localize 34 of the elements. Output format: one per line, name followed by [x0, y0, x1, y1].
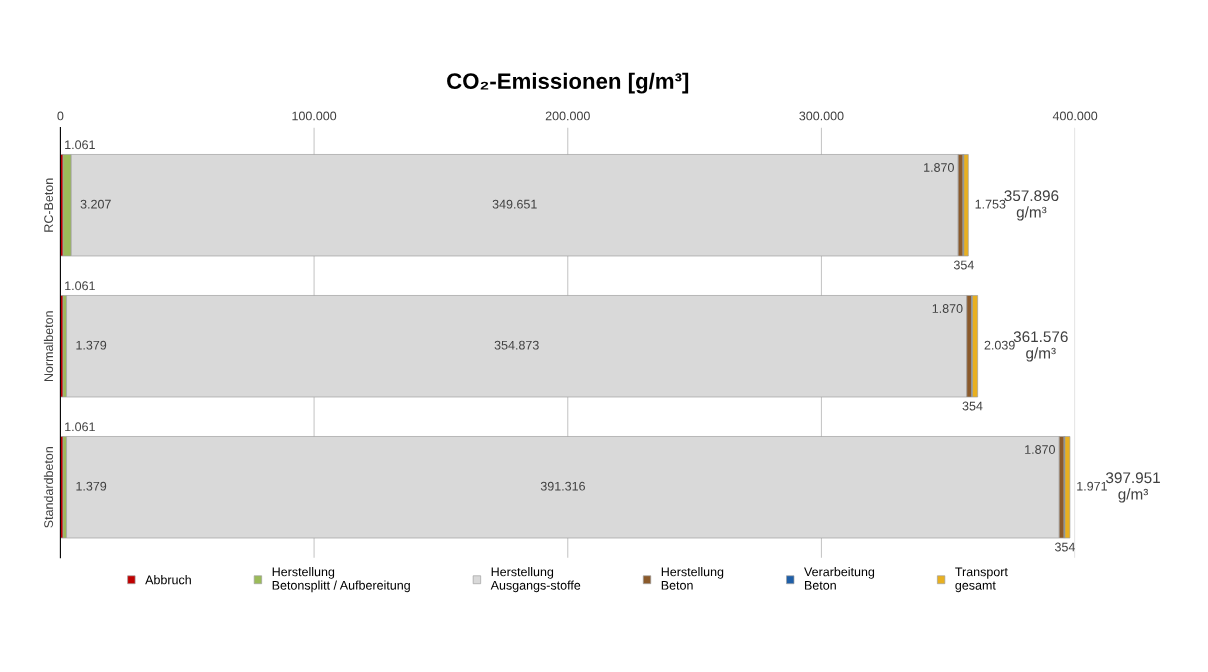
x-tick-label: 200.000 [545, 111, 590, 121]
data-label: 1.870 [932, 304, 963, 313]
data-label: 354 [1054, 542, 1075, 552]
x-tick-label: 100.000 [292, 111, 337, 121]
x-tick-label: 0 [57, 111, 64, 121]
legend-label: Abbruch [145, 575, 191, 585]
data-label: 1.971 [1077, 481, 1107, 491]
legend-label: Transport gesamt [955, 567, 1008, 593]
data-label: 354.873 [494, 340, 539, 350]
x-tick-label: 400.000 [1052, 111, 1098, 121]
chart-title: CO₂-Emissionen [g/m³] [447, 72, 689, 94]
legend-label: Herstellung Ausgangs-stoffe [490, 567, 581, 593]
data-label: 2.039 [984, 340, 1015, 350]
y-tick-label: Standardbeton [43, 447, 54, 528]
total-label: 397.951 g/m³ [1106, 472, 1160, 503]
data-label: 1.061 [65, 140, 95, 150]
data-label: 349.651 [492, 199, 537, 209]
y-tick-label: RC-Beton [44, 178, 54, 232]
data-label: 1.379 [76, 340, 107, 350]
legend-label: Verarbeitung Beton [804, 567, 875, 590]
data-label: 1.870 [924, 163, 954, 172]
data-label: 1.753 [975, 199, 1006, 209]
data-label: 1.061 [65, 281, 95, 291]
data-label: 1.061 [65, 422, 95, 432]
data-label: 391.316 [540, 481, 585, 491]
data-label: 354 [953, 260, 974, 270]
y-tick-label: Normalbeton [43, 311, 54, 381]
data-label: 1.379 [76, 481, 107, 491]
data-label: 3.207 [80, 199, 111, 209]
legend-label: Herstellung Beton [661, 567, 724, 590]
data-label: 354 [962, 401, 983, 411]
data-label: 1.870 [1025, 445, 1055, 454]
legend-label: Herstellung Betonsplitt / Aufbereitung [272, 567, 410, 593]
x-tick-label: 300.000 [799, 111, 844, 121]
